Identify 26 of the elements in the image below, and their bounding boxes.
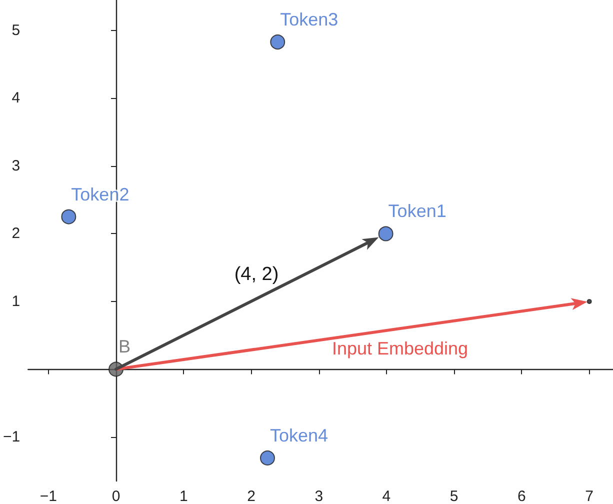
y-tick-label: 1 <box>12 292 20 310</box>
point <box>260 450 275 466</box>
y-tick-label: −1 <box>2 428 20 446</box>
point <box>586 298 592 304</box>
y-tick-label: 4 <box>12 90 20 107</box>
annotation: (4, 2) <box>234 264 279 286</box>
x-tick-label: 6 <box>518 488 526 504</box>
point <box>270 34 286 50</box>
x-tick-label: −1 <box>40 488 57 504</box>
data-label: Token1 <box>388 201 446 222</box>
y-tick-label: 2 <box>12 225 20 242</box>
x-tick-label: 2 <box>247 488 256 504</box>
x-tick-label: 0 <box>112 488 120 504</box>
x-tick-label: 5 <box>450 488 458 504</box>
point <box>378 226 394 242</box>
data-label: Token3 <box>280 10 338 30</box>
point <box>61 209 76 224</box>
y-tick-label: 5 <box>12 22 20 39</box>
y-tick-label: 3 <box>12 157 20 174</box>
annotation: Input Embedding <box>332 338 468 359</box>
x-tick-label: 3 <box>314 488 324 504</box>
data-label: B <box>118 336 131 357</box>
data-label: Token4 <box>270 425 328 446</box>
x-tick-label: 7 <box>585 488 594 504</box>
x-tick-label: 1 <box>179 488 188 504</box>
x-tick-label: 4 <box>382 488 391 504</box>
